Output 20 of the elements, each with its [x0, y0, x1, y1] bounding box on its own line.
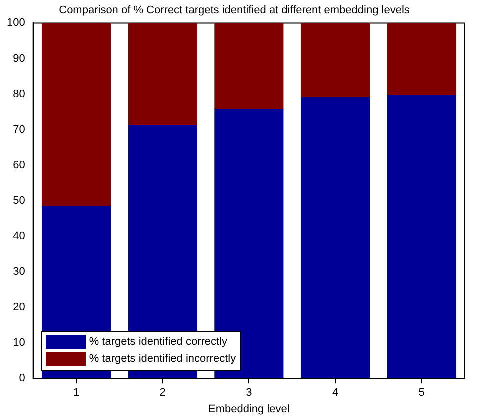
y-tick-label: 10	[13, 337, 26, 350]
y-tick-label: 80	[13, 88, 26, 100]
legend-label: % targets identified incorrectly	[89, 353, 236, 366]
x-tick-label: 5	[418, 387, 425, 400]
y-tick-label: 100	[6, 17, 26, 30]
x-tick-label: 4	[332, 387, 339, 400]
legend-label: % targets identified correctly	[89, 336, 228, 348]
y-tick-label: 90	[13, 52, 26, 65]
x-tick-label: 2	[160, 387, 166, 400]
y-tick-label: 70	[13, 124, 26, 136]
y-tick-label: 0	[19, 372, 26, 385]
y-tick-label: 30	[13, 266, 26, 278]
x-axis-title: Embedding level	[208, 403, 290, 416]
y-tick-label: 50	[13, 194, 26, 207]
x-tick-label: 1	[73, 387, 80, 400]
chart-title: Comparison of % Correct targets identified at different embedding levels	[59, 4, 410, 17]
y-tick-label: 20	[13, 302, 26, 314]
y-tick-label: 40	[13, 230, 26, 242]
y-tick-label: 60	[13, 159, 26, 172]
x-tick-label: 3	[246, 387, 252, 400]
